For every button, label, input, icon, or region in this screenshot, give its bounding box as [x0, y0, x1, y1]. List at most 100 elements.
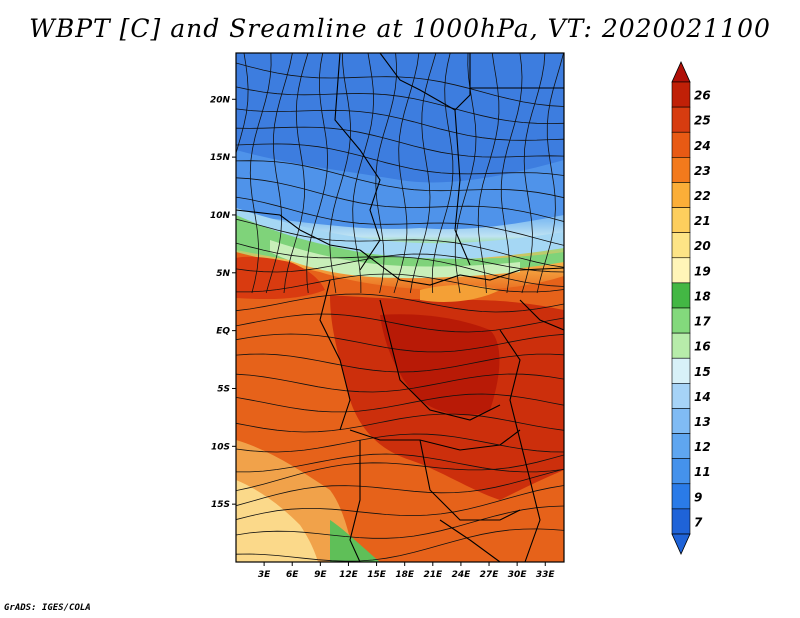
x-tick-label: 27E: [480, 570, 500, 580]
x-axis: 3E 6E 9E 12E 15E 18E 21E 24E 27E 30E 33E: [258, 562, 556, 580]
colorbar-segment: [671, 433, 691, 459]
streamline: [236, 108, 564, 141]
streamline: [236, 177, 564, 222]
colorbar-label: 24: [694, 139, 711, 153]
map-frame: [235, 52, 565, 563]
y-tick-label: 5N: [216, 269, 230, 279]
streamline: [236, 353, 564, 373]
colorbar-segment: [671, 282, 691, 309]
x-tick-label: 6E: [286, 570, 299, 580]
streamline: [236, 313, 564, 333]
streamline: [236, 528, 564, 562]
streamline: [352, 53, 375, 294]
colorbar-label: 18: [694, 289, 711, 303]
streamlines: [236, 53, 564, 562]
colorbar-low-arrow: [671, 533, 691, 555]
colorbar-segment: [671, 232, 691, 259]
streamline: [375, 53, 397, 294]
colorbar-label: 12: [694, 440, 711, 454]
colorbar-label: 17: [694, 315, 711, 329]
streamline: [236, 160, 564, 199]
colorbar-label: 14: [694, 390, 711, 404]
streamline: [236, 53, 249, 282]
colorbar-label: 9: [694, 490, 702, 504]
y-tick-label: 10N: [210, 211, 231, 221]
x-tick-label: 12E: [339, 570, 359, 580]
streamline: [283, 53, 309, 294]
y-tick-label: 15N: [210, 153, 231, 163]
colorbar-segment: [671, 332, 691, 359]
colorbar-segment: [671, 383, 691, 409]
colorbar-label: 13: [694, 415, 711, 429]
streamline: [236, 373, 564, 393]
colorbar-label: 20: [694, 239, 711, 253]
colorbar-label: 11: [694, 465, 711, 479]
colorbar-segment: [671, 307, 691, 334]
colorbar-segment: [671, 157, 691, 183]
y-tick-label: EQ: [216, 327, 230, 337]
colorbar-label: 21: [694, 214, 711, 228]
streamline: [393, 53, 420, 294]
colorbar-segment: [671, 182, 691, 208]
streamline: [236, 468, 564, 507]
colorbar-segment: [671, 81, 691, 108]
streamline: [431, 53, 454, 294]
streamline: [477, 53, 500, 294]
streamline: [249, 53, 272, 294]
colorbar-segment: [671, 357, 691, 384]
country-borders: [236, 53, 564, 562]
streamline: [329, 53, 351, 294]
x-tick-label: 21E: [423, 570, 443, 580]
map-title: WBPT [C] and Sreamline at 1000hPa, VT: 2…: [29, 14, 771, 43]
colorbar-segment: [671, 508, 691, 535]
streamline: [236, 393, 564, 413]
y-tick-label: 15S: [211, 500, 230, 510]
x-tick-label: 3E: [258, 570, 271, 580]
colorbar-segment: [671, 408, 691, 434]
streamline: [236, 62, 564, 107]
streamline: [521, 53, 546, 294]
streamline: [236, 413, 564, 433]
streamline: [236, 454, 564, 491]
grads-credit: GrADS: IGES/COLA: [4, 603, 91, 613]
colorbar-label: 26: [694, 89, 711, 103]
colorbar-segment: [671, 257, 691, 284]
streamline: [236, 143, 564, 176]
y-tick-label: 5S: [217, 384, 230, 394]
x-tick-label: 33E: [536, 570, 556, 580]
colorbar-label: 23: [694, 164, 711, 178]
y-axis: 20N 15N 10N 5N EQ 5S 10S 15S: [210, 95, 236, 510]
x-tick-label: 18E: [395, 570, 415, 580]
y-tick-label: 20N: [210, 95, 231, 105]
colorbar-segment: [671, 131, 691, 158]
colorbar-segment: [671, 106, 691, 133]
colorbar-label: 19: [694, 264, 711, 278]
colorbar-high-arrow: [671, 61, 691, 83]
colorbar: 26 25 24 23 22 21 20 19 18 17 16 15 14 13 12 11 9 7: [671, 61, 711, 555]
colorbar-label: 7: [694, 515, 703, 529]
streamline: [454, 53, 477, 294]
x-tick-label: 24E: [452, 570, 472, 580]
streamline: [236, 453, 564, 473]
streamline: [265, 53, 293, 294]
x-tick-label: 9E: [314, 570, 327, 580]
streamline: [236, 196, 564, 246]
colorbar-label: 25: [694, 114, 711, 128]
streamline: [536, 53, 564, 294]
x-tick-label: 15E: [367, 570, 387, 580]
colorbar-segment: [671, 207, 691, 233]
streamline: [236, 293, 564, 313]
x-tick-label: 30E: [508, 570, 528, 580]
streamline: [500, 53, 523, 294]
streamline: [236, 433, 564, 453]
colorbar-segment: [671, 458, 691, 485]
streamline: [236, 505, 564, 539]
streamline: [236, 273, 564, 293]
colorbar-segment: [671, 483, 691, 510]
wbpt-field: [236, 53, 564, 562]
streamline: [236, 485, 564, 520]
streamline: [236, 242, 564, 287]
colorbar-label: 15: [694, 365, 711, 379]
streamline: [306, 53, 329, 294]
